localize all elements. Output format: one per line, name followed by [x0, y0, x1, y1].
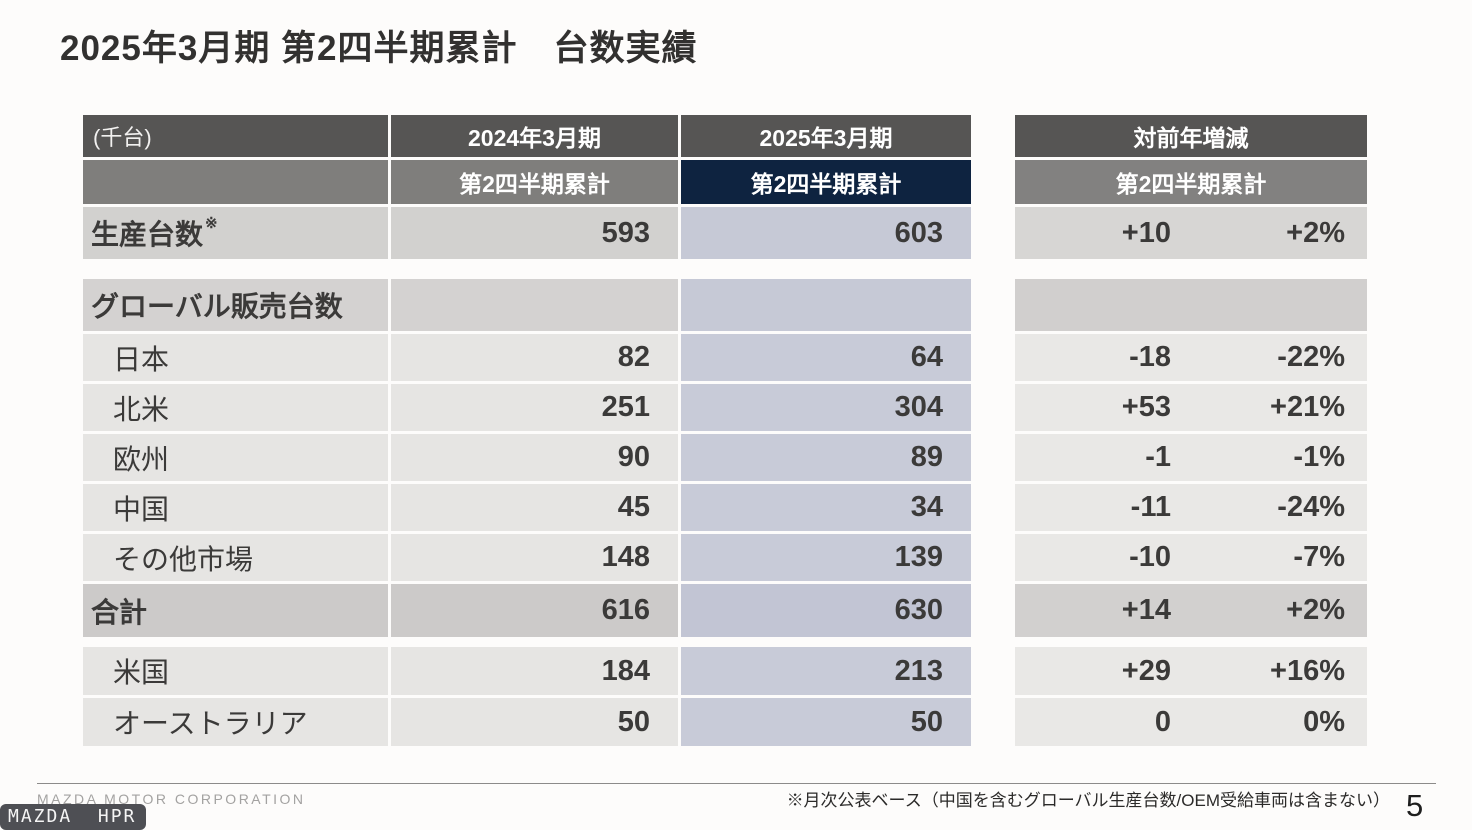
yoy-subperiod-cell: 第2四半期累計: [1015, 160, 1367, 204]
global-sales-label: グローバル販売台数: [91, 291, 343, 322]
north-america-fy2025-value: 304: [894, 391, 943, 423]
total-yoy-pct: +2%: [1286, 594, 1345, 626]
fy2025-subperiod-label: 第2四半期累計: [750, 171, 902, 197]
australia-yoy-pct: 0%: [1303, 705, 1345, 738]
production-fy2024-cell: 593: [391, 207, 678, 259]
other-markets-yoy-diff: -10: [1129, 541, 1171, 573]
global-sales-fy2024-cell: [391, 279, 678, 331]
australia-fy2025-value: 50: [910, 705, 943, 738]
footer-company-name: MAZDA MOTOR CORPORATION: [37, 791, 306, 807]
china-label: 中国: [113, 493, 170, 525]
japan-yoy-diff: -18: [1129, 341, 1171, 373]
other-markets-label: その他市場: [113, 543, 254, 575]
total-fy2025-value: 630: [894, 594, 943, 626]
table-row-australia: オーストラリア 50 50 0 0%: [83, 698, 1367, 746]
production-label-cell: 生産台数 ※: [83, 207, 388, 259]
mazda-hpr-overlay-badge: MAZDA HPR: [0, 804, 147, 830]
yoy-header-cell: 対前年増減: [1015, 115, 1367, 157]
production-note-marker: ※: [205, 215, 218, 232]
table-row-global-sales-section: グローバル販売台数: [83, 279, 1367, 331]
table-header-row-fiscal-year: (千台) 2024年3月期 2025年3月期 対前年増減: [83, 115, 1367, 157]
fy2024-header-cell: 2024年3月期: [391, 115, 678, 157]
fy2024-header-label: 2024年3月期: [468, 125, 601, 151]
unit-label: (千台): [93, 125, 152, 150]
china-yoy-pct: -24%: [1277, 491, 1345, 523]
other-markets-fy2024-value: 148: [601, 541, 650, 573]
table-row-usa: 米国 184 213 +29 +16%: [83, 647, 1367, 695]
table-row-total: 合計 616 630 +14 +2%: [83, 584, 1367, 637]
production-yoy-diff: +10: [1121, 216, 1171, 249]
europe-yoy-pct: -1%: [1293, 441, 1345, 473]
table-row-china: 中国 45 34 -11 -24%: [83, 484, 1367, 531]
fy2025-header-cell: 2025年3月期: [681, 115, 971, 157]
usa-label: 米国: [113, 657, 170, 688]
yoy-subperiod-label: 第2四半期累計: [1115, 171, 1267, 197]
production-label: 生産台数: [91, 219, 204, 250]
production-fy2024-value: 593: [601, 216, 650, 249]
europe-yoy-diff: -1: [1145, 441, 1171, 473]
europe-fy2024-value: 90: [617, 441, 650, 473]
production-fy2025-cell: 603: [681, 207, 971, 259]
table-row-other-markets: その他市場 148 139 -10 -7%: [83, 534, 1367, 581]
page-title: 2025年3月期 第2四半期累計 台数実績: [60, 29, 698, 68]
table-row-north-america: 北米 251 304 +53 +21%: [83, 384, 1367, 431]
usa-yoy-diff: +29: [1121, 654, 1171, 687]
results-table: (千台) 2024年3月期 2025年3月期 対前年増減 第2四半期累計 第2四…: [83, 115, 1367, 749]
north-america-fy2024-value: 251: [601, 391, 650, 423]
australia-yoy-diff: 0: [1154, 705, 1171, 738]
production-fy2025-value: 603: [894, 216, 943, 249]
other-markets-yoy-pct: -7%: [1293, 541, 1345, 573]
china-fy2024-value: 45: [617, 491, 650, 523]
production-yoy-pct: +2%: [1286, 216, 1345, 249]
china-fy2025-value: 34: [910, 491, 943, 523]
usa-fy2025-value: 213: [894, 654, 943, 687]
north-america-yoy-diff: +53: [1121, 391, 1171, 423]
other-markets-fy2025-value: 139: [894, 541, 943, 573]
europe-label: 欧州: [113, 443, 170, 475]
japan-label: 日本: [113, 343, 170, 375]
total-fy2024-value: 616: [601, 594, 650, 626]
fy2024-subperiod-cell: 第2四半期累計: [391, 160, 678, 204]
usa-fy2024-value: 184: [601, 654, 650, 687]
table-row-europe: 欧州 90 89 -1 -1%: [83, 434, 1367, 481]
production-yoy-cell: +10 +2%: [1015, 207, 1367, 259]
table-row-japan: 日本 82 64 -18 -22%: [83, 334, 1367, 381]
usa-yoy-pct: +16%: [1270, 654, 1345, 687]
global-sales-yoy-cell: [1015, 279, 1367, 331]
table-row-production: 生産台数 ※ 593 603 +10 +2%: [83, 207, 1367, 259]
japan-yoy-pct: -22%: [1277, 341, 1345, 373]
japan-fy2025-value: 64: [910, 341, 943, 373]
page-number: 5: [1406, 788, 1424, 823]
china-yoy-diff: -11: [1130, 491, 1171, 523]
north-america-label: 北米: [113, 393, 170, 425]
australia-label: オーストラリア: [113, 708, 308, 739]
fy2024-subperiod-label: 第2四半期累計: [459, 171, 610, 197]
subperiod-empty-cell: [83, 160, 388, 204]
total-label: 合計: [91, 596, 148, 628]
global-sales-label-cell: グローバル販売台数: [83, 279, 388, 331]
fy2025-subperiod-cell: 第2四半期累計: [681, 160, 971, 204]
unit-header-cell: (千台): [83, 115, 388, 157]
north-america-yoy-pct: +21%: [1270, 391, 1345, 423]
footer-footnote: ※月次公表ベース（中国を含むグローバル生産台数/OEM受給車両は含まない）: [786, 791, 1390, 810]
table-header-row-subperiod: 第2四半期累計 第2四半期累計 第2四半期累計: [83, 160, 1367, 204]
fy2025-header-label: 2025年3月期: [759, 125, 893, 151]
yoy-header-label: 対前年増減: [1133, 125, 1249, 151]
australia-fy2024-value: 50: [617, 705, 650, 738]
global-sales-fy2025-cell: [681, 279, 971, 331]
europe-fy2025-value: 89: [910, 441, 943, 473]
footer-divider: [37, 783, 1436, 784]
total-yoy-diff: +14: [1121, 594, 1171, 626]
japan-fy2024-value: 82: [617, 341, 650, 373]
